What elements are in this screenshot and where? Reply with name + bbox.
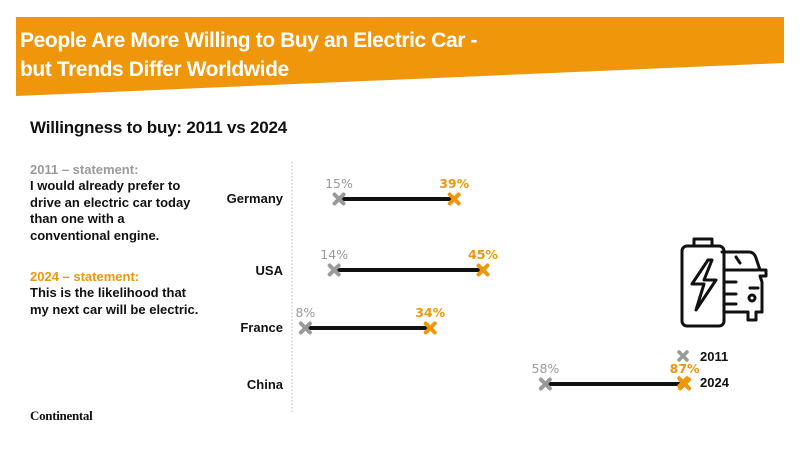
- title-line-1: People Are More Willing to Buy an Electr…: [20, 29, 478, 52]
- chart-subtitle: Willingness to buy: 2011 vs 2024: [30, 118, 288, 137]
- legend-label-2011: 2011: [700, 349, 729, 364]
- value-label-2011-france: 8%: [295, 305, 315, 320]
- marker-stroke: [332, 192, 346, 206]
- value-label-2024-china: 87%: [670, 361, 700, 376]
- marker-2024-france: [423, 321, 437, 335]
- title-banner: People Are More Willing to Buy an Electr…: [0, 0, 800, 100]
- marker-stroke: [476, 263, 490, 277]
- category-label-usa: USA: [255, 263, 283, 278]
- banner-shape: [16, 17, 784, 96]
- statement-2024-heading: 2024 – statement:: [30, 269, 140, 284]
- legend-marker-2011: [677, 350, 689, 362]
- value-label-2011-usa: 14%: [320, 247, 348, 262]
- category-label-china: China: [246, 377, 283, 392]
- legend-marker-2024: [677, 376, 689, 388]
- marker-2011-france: [298, 321, 312, 335]
- value-label-2011-germany: 15%: [325, 176, 353, 191]
- category-label-germany: Germany: [226, 191, 283, 206]
- ev-battery-car-icon: [674, 232, 774, 337]
- marker-stroke: [298, 321, 312, 335]
- marker-2011-germany: [332, 192, 346, 206]
- marker-2024-usa: [476, 263, 490, 277]
- marker-stroke: [447, 192, 461, 206]
- marker-stroke: [423, 321, 437, 335]
- marker-2024-germany: [447, 192, 461, 206]
- marker-stroke: [538, 377, 552, 391]
- value-label-2011-china: 58%: [532, 361, 560, 376]
- value-label-2024-usa: 45%: [468, 247, 498, 262]
- statement-2011-heading: 2011 – statement:: [30, 162, 139, 177]
- continental-logo: Continental: [30, 408, 93, 423]
- category-label-france: France: [240, 320, 283, 335]
- value-label-2024-germany: 39%: [439, 176, 469, 191]
- statement-2024-text: This is the likelihood that my next car …: [30, 285, 199, 317]
- title-line-2: but Trends Differ Worldwide: [20, 58, 289, 81]
- marker-2011-usa: [327, 263, 341, 277]
- marker-2011-china: [538, 377, 552, 391]
- marker-stroke: [327, 263, 341, 277]
- value-label-2024-france: 34%: [415, 305, 445, 320]
- legend-label-2024: 2024: [700, 375, 729, 390]
- statement-2011-text: I would already prefer to drive an elect…: [30, 178, 191, 243]
